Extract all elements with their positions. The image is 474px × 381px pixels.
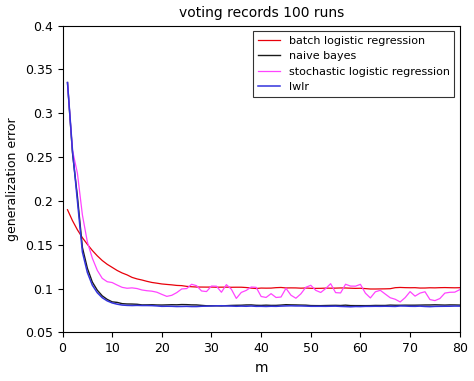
lwlr — [333, 304, 338, 309]
naive bayes — [417, 303, 423, 307]
naive bayes — [244, 303, 249, 307]
Y-axis label: generalization error: generalization error — [6, 117, 19, 241]
stochastic logistic regression — [397, 299, 403, 304]
stochastic logistic regression — [303, 285, 309, 290]
lwlr — [64, 80, 70, 85]
naive bayes — [323, 303, 328, 308]
stochastic logistic regression — [298, 291, 304, 296]
naive bayes — [303, 303, 309, 307]
lwlr — [298, 304, 304, 308]
lwlr — [238, 304, 244, 308]
Title: voting records 100 runs: voting records 100 runs — [179, 6, 344, 20]
naive bayes — [64, 80, 70, 85]
batch logistic regression — [238, 285, 244, 290]
Line: naive bayes: naive bayes — [67, 83, 460, 306]
Line: lwlr: lwlr — [67, 83, 460, 307]
batch logistic regression — [298, 286, 304, 290]
batch logistic regression — [303, 286, 309, 290]
Line: stochastic logistic regression: stochastic logistic regression — [67, 83, 460, 302]
batch logistic regression — [318, 286, 324, 291]
Legend: batch logistic regression, naive bayes, stochastic logistic regression, lwlr: batch logistic regression, naive bayes, … — [253, 31, 454, 97]
batch logistic regression — [457, 285, 463, 290]
batch logistic regression — [417, 286, 423, 290]
lwlr — [457, 304, 463, 308]
batch logistic regression — [373, 287, 378, 291]
lwlr — [318, 304, 324, 309]
lwlr — [417, 304, 423, 309]
lwlr — [303, 304, 309, 308]
batch logistic regression — [64, 207, 70, 212]
lwlr — [347, 304, 353, 309]
stochastic logistic regression — [457, 287, 463, 292]
naive bayes — [308, 303, 314, 308]
stochastic logistic regression — [417, 291, 423, 295]
Line: batch logistic regression: batch logistic regression — [67, 210, 460, 289]
batch logistic regression — [333, 286, 338, 290]
naive bayes — [457, 303, 463, 307]
stochastic logistic regression — [318, 290, 324, 295]
stochastic logistic regression — [64, 80, 70, 85]
naive bayes — [219, 304, 224, 308]
X-axis label: m: m — [255, 361, 268, 375]
stochastic logistic regression — [238, 290, 244, 295]
stochastic logistic regression — [333, 290, 338, 295]
naive bayes — [338, 303, 344, 308]
